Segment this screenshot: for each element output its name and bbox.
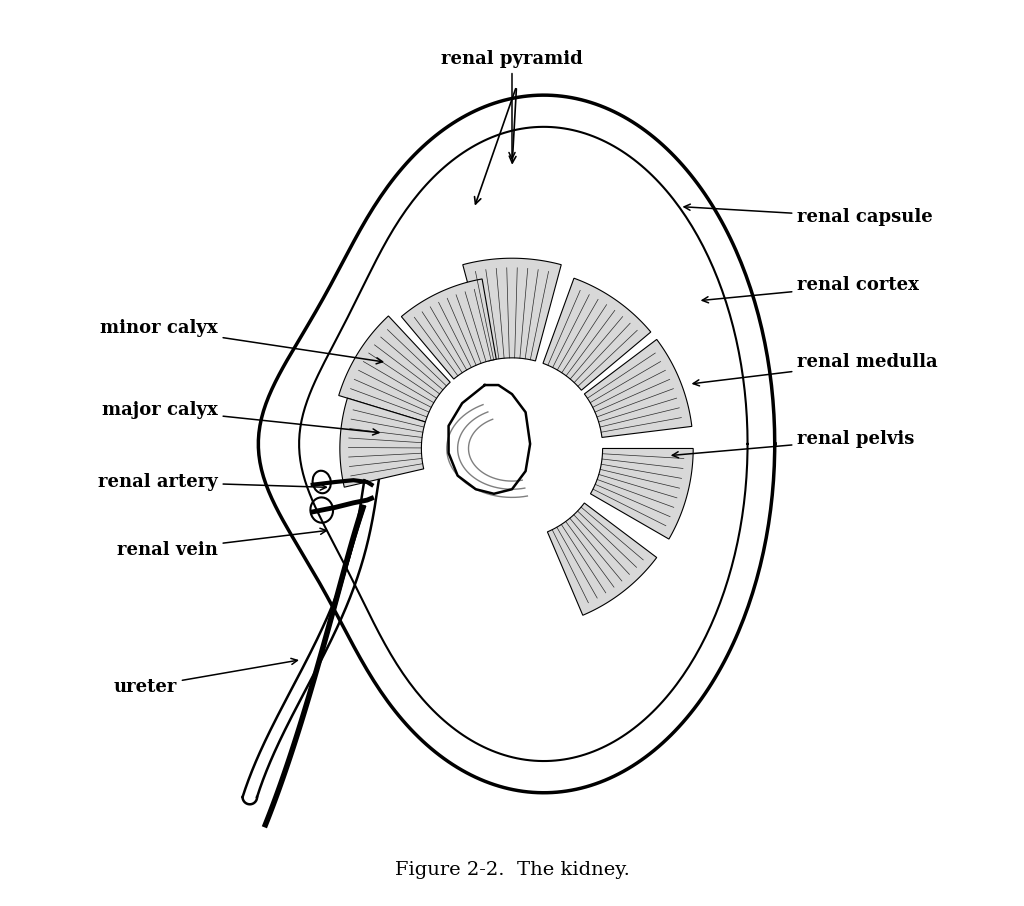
Ellipse shape (310, 497, 333, 523)
PathPatch shape (463, 258, 561, 361)
Ellipse shape (312, 471, 331, 493)
PathPatch shape (548, 503, 656, 615)
Text: renal medulla: renal medulla (693, 353, 938, 386)
PathPatch shape (591, 448, 693, 539)
PathPatch shape (401, 279, 497, 379)
PathPatch shape (543, 278, 651, 390)
PathPatch shape (340, 398, 425, 487)
PathPatch shape (585, 340, 692, 438)
Text: renal pyramid: renal pyramid (441, 50, 583, 159)
Text: Figure 2-2.  The kidney.: Figure 2-2. The kidney. (394, 861, 630, 879)
Text: major calyx: major calyx (101, 400, 379, 435)
PathPatch shape (339, 316, 451, 422)
Text: renal capsule: renal capsule (684, 204, 933, 226)
Text: minor calyx: minor calyx (100, 319, 383, 364)
Text: renal pelvis: renal pelvis (673, 430, 914, 458)
Text: renal artery: renal artery (98, 473, 327, 491)
Text: ureter: ureter (114, 659, 297, 696)
Text: renal cortex: renal cortex (702, 276, 920, 303)
Text: renal vein: renal vein (117, 528, 327, 559)
